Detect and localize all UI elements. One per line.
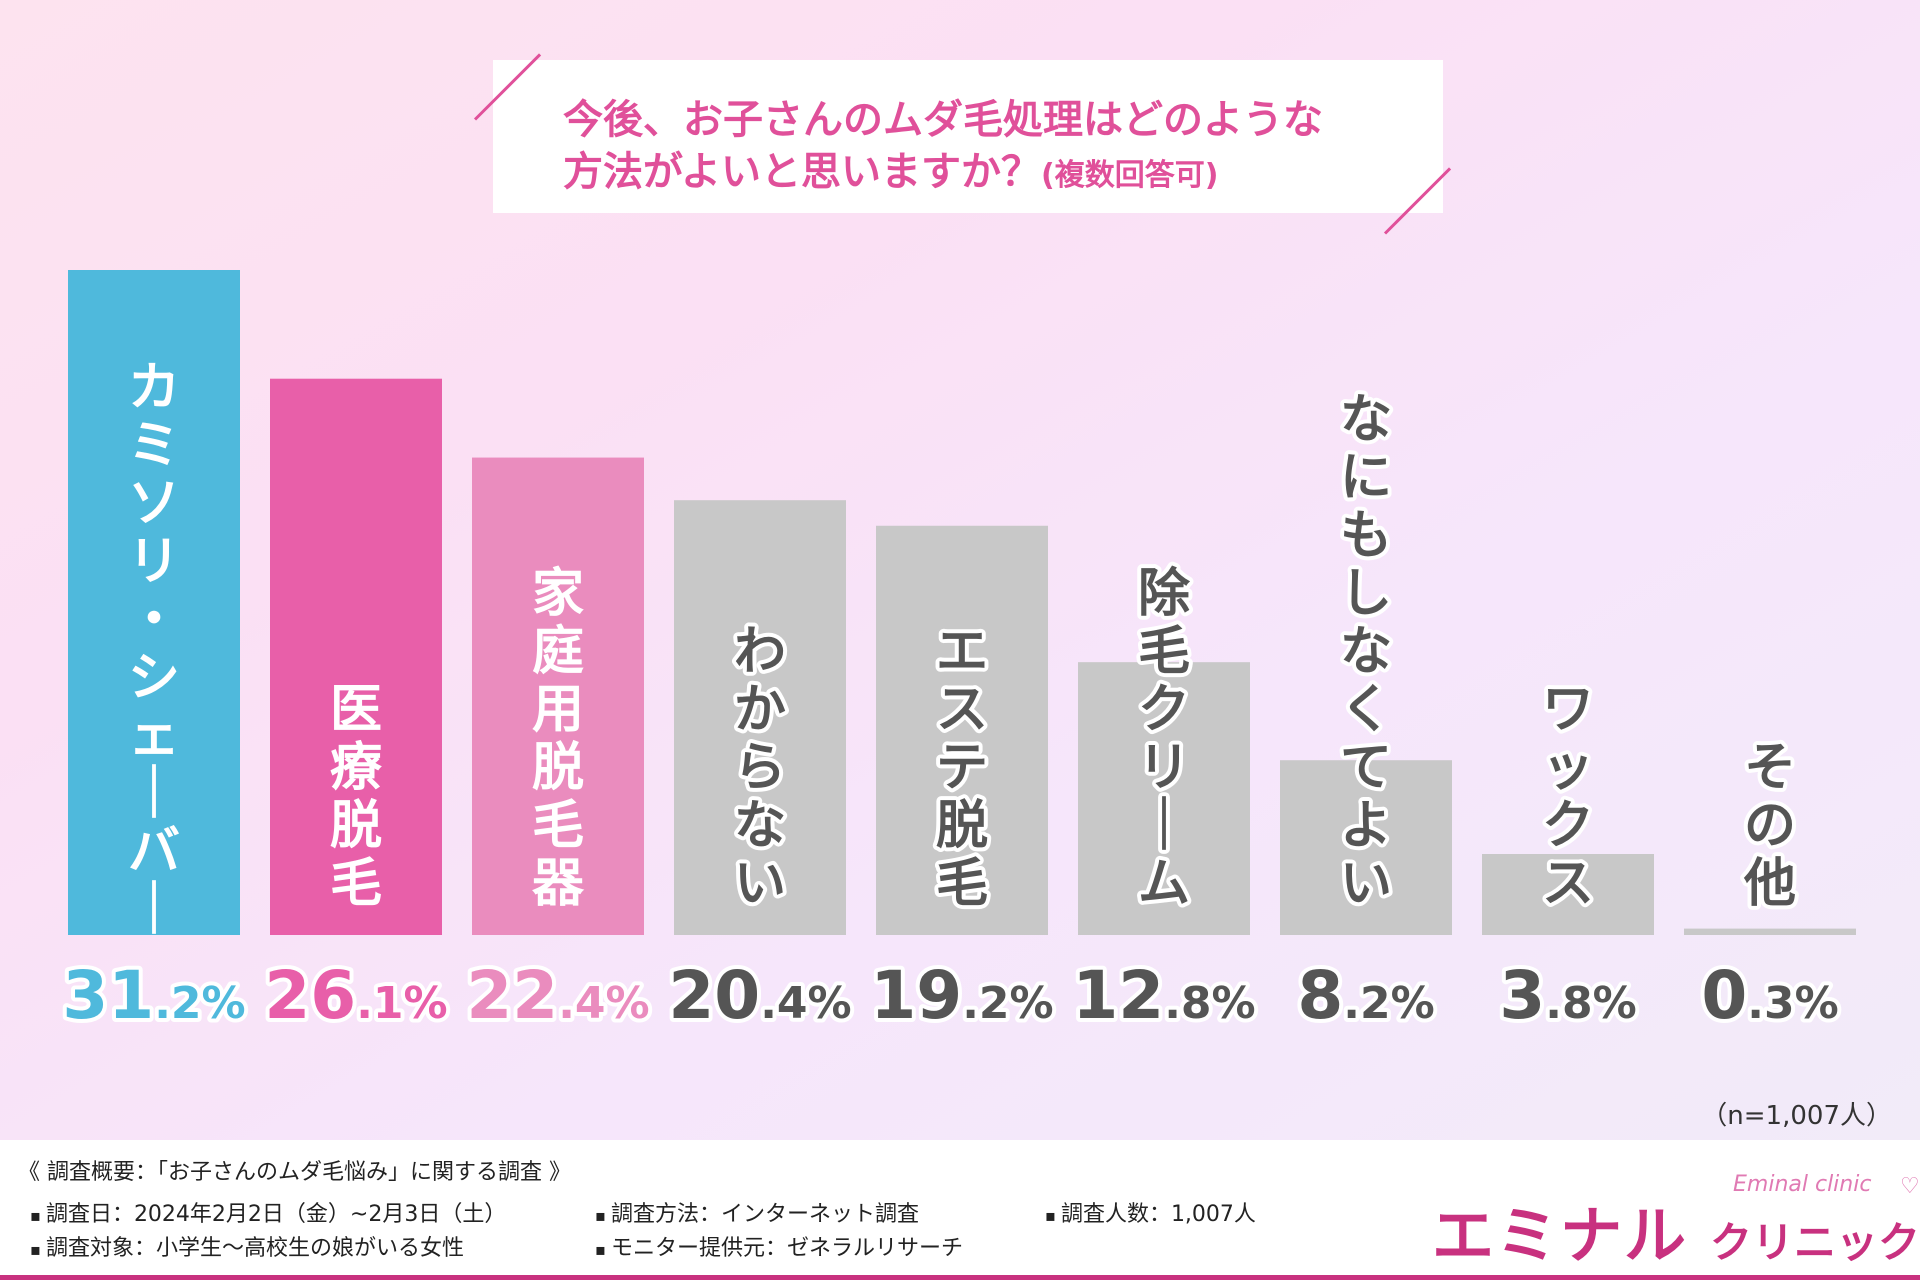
- bar-6: [1078, 662, 1250, 935]
- chart-title-line2: 方法がよいと思いますか？(複数回答可): [563, 146, 1443, 202]
- survey-provider: モニター提供元：ゼネラルリサーチ: [595, 1230, 963, 1262]
- bar-4: [674, 500, 846, 935]
- value-label-7: 8.2%: [1297, 957, 1434, 1034]
- chart-title-suffix: (複数回答可): [1041, 158, 1219, 193]
- category-label-8: ワックス: [1542, 680, 1594, 914]
- survey-footer: 《 調査概要：「お子さんのムダ毛悩み」に関する調査 》 調査日：2024年2月2…: [0, 1140, 1920, 1280]
- survey-date: 調査日：2024年2月2日（金）~2月3日（土）: [30, 1196, 506, 1228]
- title-box: 今後、お子さんのムダ毛処理はどのような 方法がよいと思いますか？(複数回答可): [493, 60, 1443, 213]
- survey-count: 調査人数：1,007人: [1045, 1196, 1256, 1228]
- bar-2: [270, 378, 442, 936]
- logo-main: エミナル: [1432, 1199, 1689, 1272]
- value-label-1: 31.2%: [62, 957, 245, 1034]
- survey-method: 調査方法：インターネット調査: [595, 1196, 919, 1228]
- value-label-5: 19.2%: [870, 957, 1053, 1034]
- bar-9: [1684, 928, 1856, 935]
- survey-overview: 《 調査概要：「お子さんのムダ毛悩み」に関する調査 》: [18, 1160, 571, 1185]
- category-label-7: なにもしなくてよい: [1340, 390, 1392, 914]
- survey-target: 調査対象：小学生～高校生の娘がいる女性: [30, 1230, 464, 1262]
- logo-sub: クリニック: [1710, 1218, 1920, 1267]
- category-label-3: 家庭用脱毛器: [532, 564, 585, 914]
- bar-5: [876, 525, 1048, 935]
- value-label-9: 0.3%: [1701, 957, 1838, 1034]
- value-label-6: 12.8%: [1072, 957, 1255, 1034]
- value-label-4: 20.4%: [668, 957, 851, 1034]
- footer-accent-line: [0, 1275, 1920, 1280]
- value-label-3: 22.4%: [466, 957, 649, 1034]
- value-label-2: 26.1%: [264, 957, 447, 1034]
- bar-7: [1280, 760, 1452, 935]
- heart-icon: ♡: [1900, 1174, 1920, 1199]
- category-label-4: わからない: [734, 622, 786, 914]
- category-label-5: エステ脱毛: [936, 622, 988, 914]
- bar-3: [472, 457, 644, 935]
- logo-english: Eminal clinic: [1733, 1172, 1872, 1197]
- sample-size-note: （n=1,007人）: [1701, 1101, 1892, 1131]
- chart-title-line1: 今後、お子さんのムダ毛処理はどのような: [563, 97, 1323, 143]
- category-label-9: その他: [1743, 738, 1796, 914]
- chart-title-main: 方法がよいと思いますか？: [563, 149, 1041, 195]
- category-label-1: カミソリ・シェ｜バ｜: [128, 358, 180, 940]
- category-label-2: 医療脱毛: [330, 680, 382, 914]
- bar-8: [1482, 854, 1654, 935]
- value-label-8: 3.8%: [1499, 957, 1636, 1034]
- category-label-6: 除毛クリ｜ム: [1138, 564, 1191, 914]
- bar-1: [68, 270, 240, 935]
